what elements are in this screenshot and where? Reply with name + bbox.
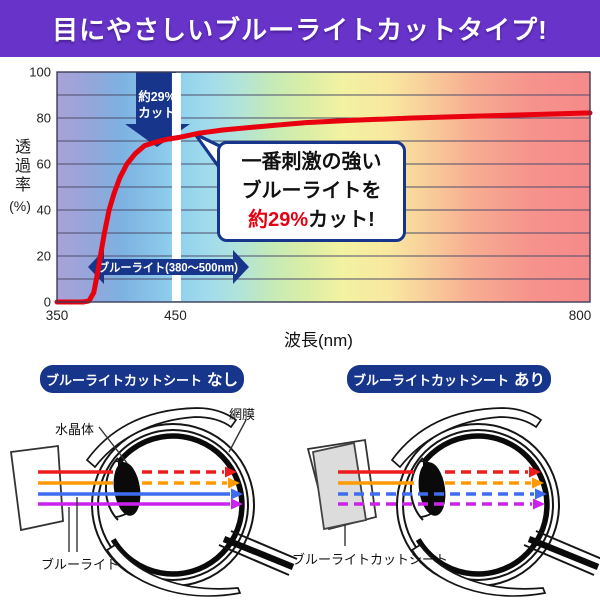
y-axis-title-text: 透過率 xyxy=(12,138,29,195)
y-tick-label: 0 xyxy=(44,295,51,310)
lens-leader-line xyxy=(98,426,128,464)
badge-without-sheet: ブルーライトカットシート なし xyxy=(40,365,244,393)
badge-emphasis: なし xyxy=(207,372,239,389)
callout-line2: ブルーライトを xyxy=(241,180,382,202)
orange-ray-arrowhead xyxy=(228,477,240,489)
badge-text: ブルーライトカットシート xyxy=(45,372,202,388)
callout-line1: 一番刺激の強い xyxy=(241,151,382,173)
y-tick-label: 80 xyxy=(37,111,51,126)
cut-arrow-text: 約29% カット xyxy=(138,89,176,120)
retina-leader-line xyxy=(228,419,247,453)
plot-border xyxy=(56,71,591,303)
bluelight-label: ブルーライト xyxy=(41,557,120,572)
x-tick-label: 450 xyxy=(164,308,187,323)
badge-text: ブルーライトカットシート xyxy=(352,372,509,388)
retina-label: 網膜 xyxy=(229,407,256,422)
callout-line3: 約29%カット! xyxy=(248,206,375,235)
transmittance-curve xyxy=(54,110,593,305)
blue-light-range-arrow: ブルーライト(380〜500nm) xyxy=(88,250,249,284)
range-arrow-shape xyxy=(88,250,249,284)
orange-ray-arrowhead xyxy=(532,477,544,489)
magenta-ray-arrowhead xyxy=(533,498,545,510)
highlight-band-layer xyxy=(171,73,181,301)
y-tick-label: 20 xyxy=(37,249,51,264)
y-axis-unit: (%) xyxy=(9,198,31,214)
magenta-ray-arrowhead xyxy=(231,498,243,510)
y-tick-label: 40 xyxy=(37,203,51,218)
blue-light-cut-sheet xyxy=(311,441,368,531)
screen-left xyxy=(9,444,64,532)
callout-percentage: 約29% xyxy=(248,209,309,231)
header-banner: 目にやさしいブルーライトカットタイプ! xyxy=(0,0,600,57)
cut-arrow-line2: カット xyxy=(138,106,176,120)
cut-arrow-line1: 約29% xyxy=(138,89,176,104)
y-tick-label: 100 xyxy=(29,65,51,80)
rays-right xyxy=(338,466,547,510)
rays-left xyxy=(38,466,243,510)
y-axis-title: 透過率 (%) xyxy=(6,138,34,214)
page-title: 目にやさしいブルーライトカットタイプ! xyxy=(52,15,548,45)
range-arrow-label: ブルーライト(380〜500nm) xyxy=(98,261,238,275)
x-axis-title: 波長(nm) xyxy=(284,331,353,350)
x-tick-label: 800 xyxy=(569,308,592,323)
badge-emphasis: あり xyxy=(514,372,546,389)
blue-ray-arrowhead xyxy=(231,488,243,500)
red-ray-arrowhead xyxy=(529,466,541,478)
sheet-label: ブルーライトカットシート xyxy=(292,552,449,567)
y-tick-label: 60 xyxy=(37,157,51,172)
callout-cut-text: カット! xyxy=(308,209,375,231)
red-ray-arrowhead xyxy=(225,466,237,478)
x-tick-label: 350 xyxy=(46,308,69,323)
badge-with-sheet: ブルーライトカットシート あり xyxy=(347,365,551,393)
callout-bubble: 一番刺激の強い ブルーライトを 約29%カット! xyxy=(217,141,406,242)
lens-label: 水晶体 xyxy=(55,422,95,437)
highlight-450nm-band xyxy=(171,73,181,301)
curve-layer xyxy=(54,110,593,305)
blue-ray-arrowhead xyxy=(535,488,547,500)
